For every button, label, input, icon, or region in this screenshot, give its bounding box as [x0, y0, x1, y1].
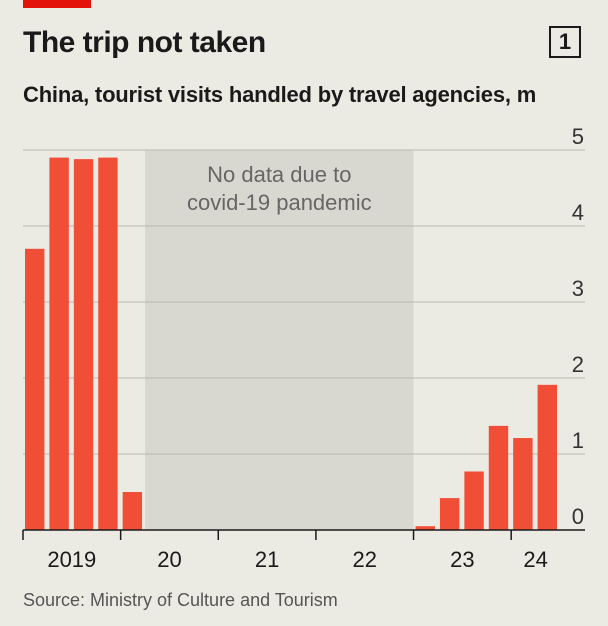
brand-red-tag	[23, 0, 91, 8]
chart-title: The trip not taken	[23, 26, 266, 59]
annotation-line-2: covid-19 pandemic	[187, 190, 372, 215]
x-tick-label-22: 22	[352, 547, 376, 572]
y-tick-label-0: 0	[572, 504, 584, 529]
bar-2023-q3	[464, 471, 484, 530]
x-tick-label-2019: 2019	[47, 547, 96, 572]
chart-number-badge: 1	[549, 26, 581, 58]
bar-2019-q2	[49, 157, 69, 530]
bar-2020-q1	[122, 492, 143, 530]
bar-2024-q1	[513, 438, 533, 530]
x-tick-label-21: 21	[255, 547, 279, 572]
bar-2024-q2	[537, 384, 557, 530]
y-tick-label-3: 3	[572, 276, 584, 301]
bar-2019-q1	[25, 248, 45, 531]
y-tick-label-5: 5	[572, 124, 584, 149]
y-tick-label-1: 1	[572, 428, 584, 453]
chart-subtitle: China, tourist visits handled by travel …	[23, 82, 537, 107]
x-tick-label-23: 23	[450, 547, 474, 572]
annotation-line-1: No data due to	[207, 162, 351, 187]
source-note: Source: Ministry of Culture and Tourism	[23, 590, 338, 610]
y-tick-label-2: 2	[572, 352, 584, 377]
x-tick-label-24: 24	[523, 547, 547, 572]
no-data-shade	[145, 150, 414, 530]
bar-2023-q2	[439, 498, 460, 530]
bar-2023-q4	[488, 425, 509, 530]
bar-2019-q3	[73, 159, 94, 530]
bar-2019-q4	[98, 157, 118, 530]
y-tick-label-4: 4	[572, 200, 584, 225]
x-tick-label-20: 20	[157, 547, 181, 572]
bar-2023-q1	[415, 526, 435, 530]
